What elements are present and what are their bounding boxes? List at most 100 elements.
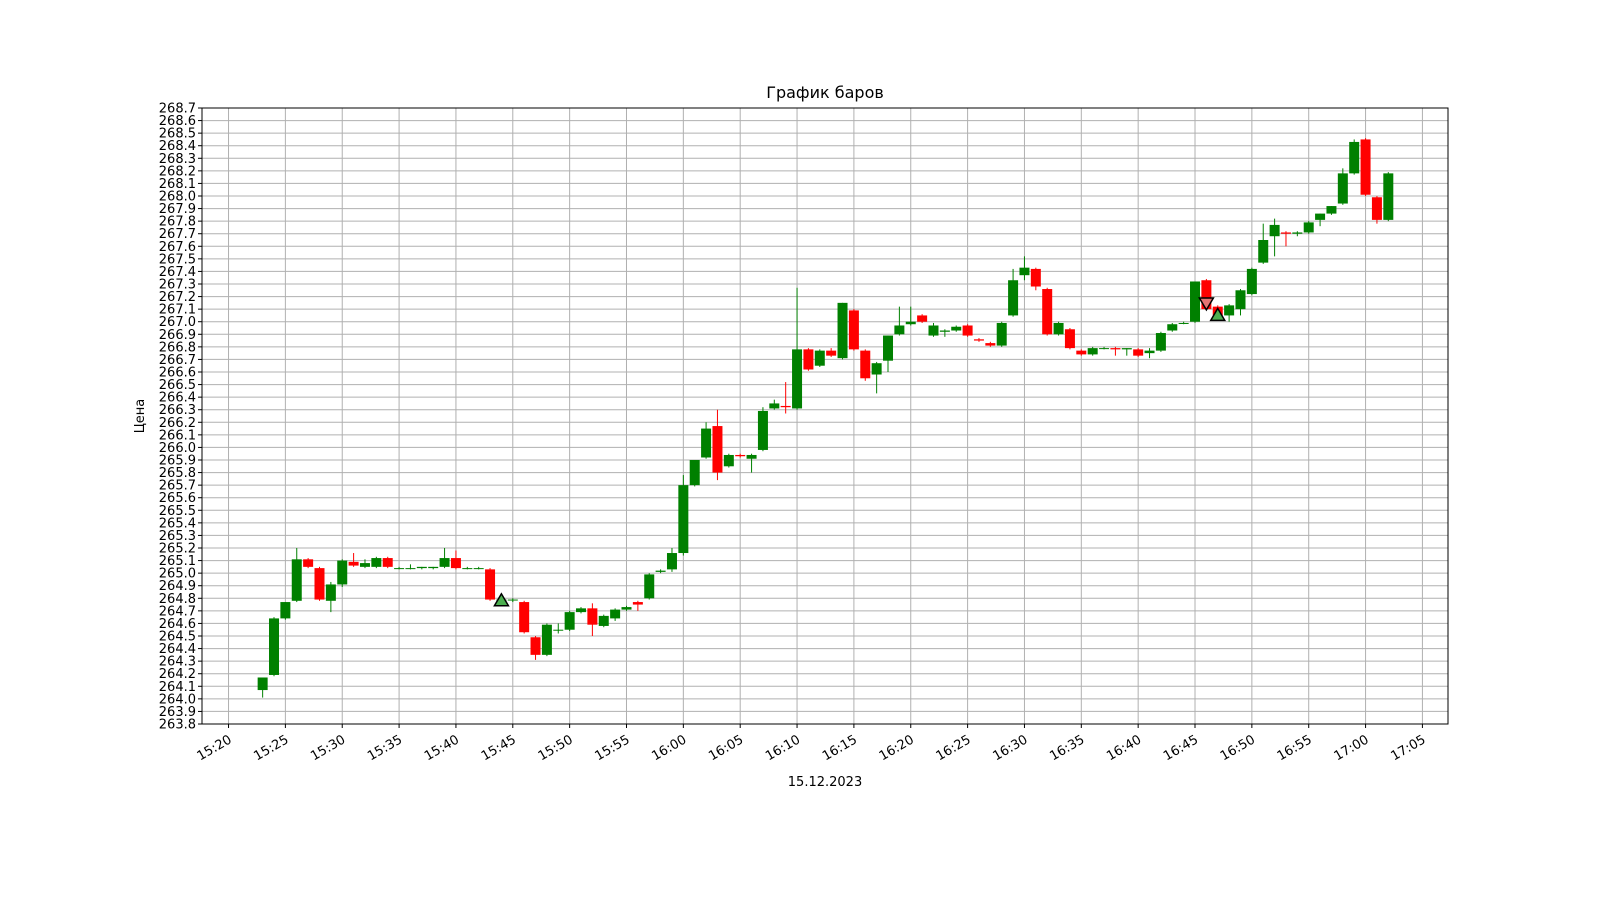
x-tick-label: 16:45 [1161, 732, 1201, 764]
candle-body [712, 426, 723, 473]
candle [837, 302, 848, 360]
candle [746, 453, 757, 473]
candle-body [257, 677, 268, 691]
y-tick-label: 267.1 [159, 303, 196, 318]
candle-body [1246, 268, 1257, 295]
x-tick-label: 16:40 [1104, 732, 1144, 764]
candle [359, 559, 370, 569]
candle-body [314, 568, 325, 600]
y-tick-label: 266.5 [159, 378, 196, 393]
x-tick-label: 15:35 [365, 732, 405, 764]
candle [1087, 346, 1098, 356]
x-tick-label: 16:10 [763, 732, 803, 764]
candle [655, 569, 666, 574]
candle [780, 382, 791, 414]
y-tick-label: 266.0 [159, 441, 196, 456]
x-tick-label: 16:00 [649, 732, 689, 764]
candle [507, 598, 518, 603]
y-tick-label: 268.6 [159, 114, 196, 129]
candle-body [553, 629, 564, 631]
trade-markers [493, 297, 1227, 607]
candle-body [871, 363, 882, 375]
candle [576, 607, 587, 614]
candle-body [848, 310, 859, 350]
candle [257, 677, 268, 698]
x-tick-label: 15:20 [195, 732, 235, 764]
candle-body [587, 608, 598, 625]
candle [1178, 321, 1189, 325]
chart-title: График баров [766, 83, 884, 102]
candle-body [348, 561, 359, 566]
candle-body [769, 403, 780, 409]
candle-body [1110, 348, 1121, 350]
candle-body [962, 325, 973, 336]
y-tick-label: 267.3 [159, 278, 196, 293]
candle [1224, 304, 1235, 322]
candle-body [735, 454, 746, 457]
candle-body [757, 410, 768, 450]
candle [1280, 231, 1291, 247]
candle-body [1121, 348, 1132, 350]
candle-body [826, 350, 837, 356]
sell-marker [1198, 297, 1215, 312]
candle [462, 566, 473, 570]
candle [394, 566, 405, 570]
candle [371, 556, 382, 569]
y-tick-label: 266.4 [159, 391, 196, 406]
candle-body [1360, 139, 1371, 195]
candle-body [655, 570, 666, 572]
candle [860, 349, 871, 381]
candle [1337, 168, 1348, 205]
y-tick-label: 266.7 [159, 353, 196, 368]
x-tick-label: 17:05 [1388, 732, 1428, 764]
y-tick-label: 264.1 [159, 680, 196, 695]
candle [1053, 321, 1064, 336]
candle-body [405, 568, 416, 570]
candle [382, 556, 393, 569]
candle [1360, 138, 1371, 196]
candle-body [860, 350, 871, 379]
y-tick-label: 264.3 [159, 655, 196, 670]
candle [337, 559, 348, 587]
candle-body [371, 558, 382, 567]
candle [871, 361, 882, 394]
candle [1042, 287, 1053, 336]
candle [519, 600, 530, 634]
x-tick-label: 15:25 [251, 732, 291, 764]
candle-body [1315, 213, 1326, 220]
y-tick-label: 268.0 [159, 190, 196, 205]
candle-body [519, 602, 530, 633]
candle [1030, 267, 1041, 291]
y-tick-label: 268.1 [159, 177, 196, 192]
candle [450, 550, 461, 570]
candle-body [1292, 232, 1303, 234]
y-tick-label: 265.9 [159, 454, 196, 469]
y-tick-label: 264.9 [159, 579, 196, 594]
y-tick-label: 263.8 [159, 718, 196, 733]
candle-body [905, 321, 916, 325]
candle-body [1133, 349, 1144, 356]
candle-body [473, 568, 484, 570]
candle [1371, 196, 1382, 224]
candle-body [621, 607, 632, 610]
y-axis-label: Цена [133, 399, 148, 434]
candle [1064, 328, 1075, 350]
candle [621, 605, 632, 611]
candle [1019, 256, 1030, 281]
y-tick-label: 266.6 [159, 366, 196, 381]
candle [757, 407, 768, 452]
candle-body [1326, 206, 1337, 214]
candle [598, 614, 609, 628]
x-tick-label: 16:20 [877, 732, 917, 764]
x-tick-label: 16:05 [706, 732, 746, 764]
y-tick-label: 268.4 [159, 139, 196, 154]
y-tick-label: 265.8 [159, 466, 196, 481]
candle-body [1099, 348, 1110, 350]
candle [803, 348, 814, 371]
candle-body [325, 584, 336, 601]
x-tick-label: 15:50 [536, 732, 576, 764]
candle [1303, 221, 1314, 234]
x-tick-label: 16:15 [820, 732, 860, 764]
x-tick-label: 15:40 [422, 732, 462, 764]
